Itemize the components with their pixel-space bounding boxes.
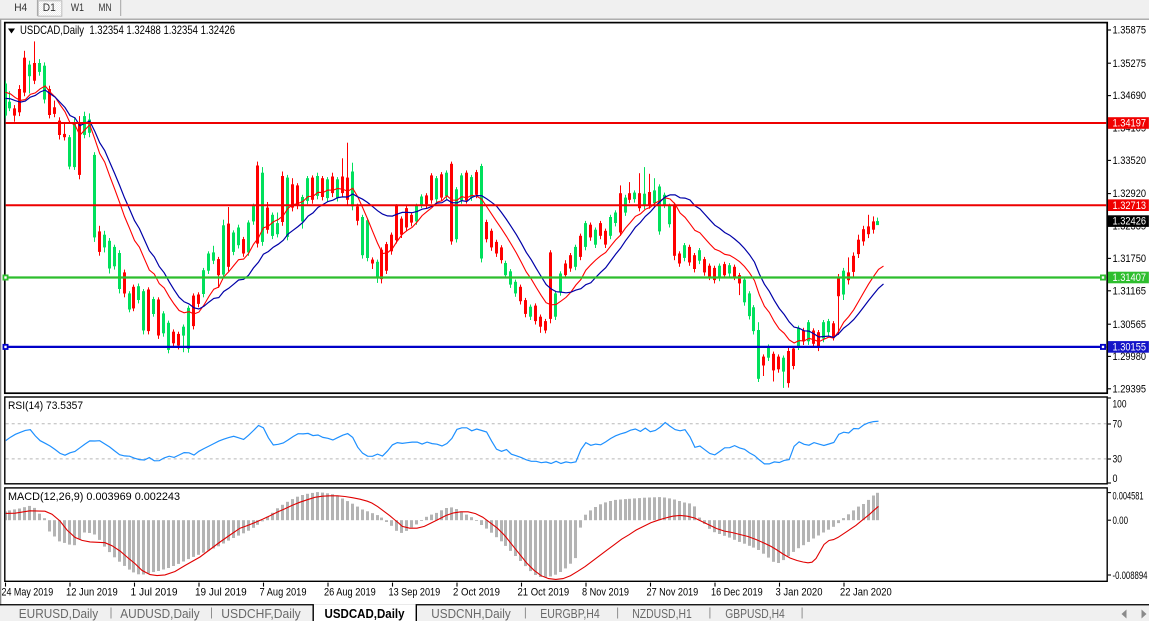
- svg-text:GBPUSD,H4: GBPUSD,H4: [725, 606, 785, 621]
- svg-text:1.32713: 1.32713: [1113, 200, 1147, 212]
- svg-text:AUDUSD,Daily: AUDUSD,Daily: [120, 606, 200, 621]
- svg-text:1.29395: 1.29395: [1113, 383, 1147, 395]
- svg-text:19 Jul 2019: 19 Jul 2019: [195, 587, 247, 599]
- svg-text:H4: H4: [14, 2, 27, 14]
- svg-text:RSI(14) 73.5357: RSI(14) 73.5357: [8, 400, 83, 412]
- svg-text:1.34690: 1.34690: [1113, 90, 1147, 102]
- svg-text:3 Jan 2020: 3 Jan 2020: [776, 587, 823, 599]
- svg-text:1 Jul 2019: 1 Jul 2019: [131, 587, 178, 599]
- svg-text:13 Sep 2019: 13 Sep 2019: [389, 587, 441, 599]
- svg-text:MN: MN: [99, 2, 112, 14]
- svg-text:0.00: 0.00: [1113, 515, 1129, 527]
- svg-text:EURGBP,H4: EURGBP,H4: [540, 606, 600, 621]
- svg-text:1.35275: 1.35275: [1113, 58, 1147, 70]
- svg-text:NZDUSD,H1: NZDUSD,H1: [632, 606, 692, 621]
- svg-text:24 May 2019: 24 May 2019: [2, 587, 54, 599]
- svg-text:USDCAD,Daily 1.32354 1.32488: USDCAD,Daily 1.32354 1.32488 1.32354 1.3…: [20, 23, 235, 37]
- svg-text:8 Nov 2019: 8 Nov 2019: [582, 587, 629, 599]
- svg-text:70: 70: [1113, 419, 1123, 431]
- svg-text:27 Nov 2019: 27 Nov 2019: [647, 587, 699, 599]
- svg-text:16 Dec 2019: 16 Dec 2019: [711, 587, 763, 599]
- svg-text:22 Jan 2020: 22 Jan 2020: [840, 587, 892, 599]
- svg-text:MACD(12,26,9) 0.003969 0.00224: MACD(12,26,9) 0.003969 0.002243: [8, 491, 180, 503]
- svg-text:-0.008894: -0.008894: [1113, 570, 1148, 582]
- svg-text:W1: W1: [71, 2, 84, 14]
- svg-text:D1: D1: [43, 2, 56, 14]
- svg-text:USDCAD,Daily: USDCAD,Daily: [325, 606, 406, 621]
- svg-text:1.32426: 1.32426: [1113, 216, 1147, 228]
- svg-text:1.32920: 1.32920: [1113, 188, 1147, 200]
- svg-text:1.31165: 1.31165: [1113, 285, 1147, 297]
- svg-text:0: 0: [1113, 473, 1118, 485]
- svg-text:1.30565: 1.30565: [1113, 319, 1147, 331]
- svg-text:30: 30: [1113, 454, 1123, 466]
- svg-text:2 Oct 2019: 2 Oct 2019: [453, 587, 500, 599]
- svg-text:21 Oct 2019: 21 Oct 2019: [518, 587, 570, 599]
- svg-text:26 Aug 2019: 26 Aug 2019: [324, 587, 376, 599]
- svg-text:7 Aug 2019: 7 Aug 2019: [260, 587, 307, 599]
- svg-text:1.35875: 1.35875: [1113, 25, 1147, 37]
- svg-text:1.33520: 1.33520: [1113, 155, 1147, 167]
- svg-text:1.30155: 1.30155: [1113, 342, 1147, 354]
- svg-text:0.004581: 0.004581: [1113, 491, 1144, 503]
- svg-text:1.31750: 1.31750: [1113, 253, 1147, 265]
- svg-text:USDCNH,Daily: USDCNH,Daily: [431, 606, 511, 621]
- svg-text:USDCHF,Daily: USDCHF,Daily: [221, 606, 301, 621]
- svg-text:12 Jun 2019: 12 Jun 2019: [66, 587, 118, 599]
- svg-text:EURUSD,Daily: EURUSD,Daily: [19, 606, 99, 621]
- svg-text:100: 100: [1113, 399, 1127, 411]
- svg-text:1.29980: 1.29980: [1113, 351, 1147, 363]
- svg-text:1.31407: 1.31407: [1113, 272, 1147, 284]
- svg-text:1.34197: 1.34197: [1113, 118, 1147, 130]
